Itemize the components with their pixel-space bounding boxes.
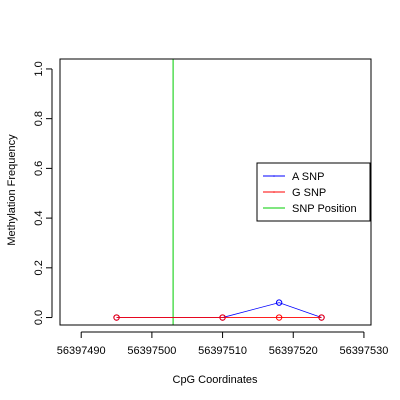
legend-marker bbox=[273, 191, 275, 193]
g-snp-point bbox=[113, 314, 120, 321]
y-tick-label: 0.4 bbox=[33, 210, 45, 225]
plot-frame bbox=[59, 58, 372, 326]
x-tick-label: 56397510 bbox=[198, 345, 247, 357]
g-snp-point bbox=[275, 314, 283, 321]
legend-label: G SNP bbox=[292, 187, 326, 199]
legend-label: A SNP bbox=[292, 171, 324, 183]
y-tick-label: 0.6 bbox=[33, 161, 45, 176]
x-axis-label: CpG Coordinates bbox=[173, 374, 258, 386]
x-tick-label: 56397490 bbox=[57, 345, 106, 357]
g-snp-point bbox=[318, 314, 325, 321]
x-tick-label: 56397500 bbox=[127, 345, 176, 357]
y-tick-label: 0.0 bbox=[33, 310, 45, 325]
g-snp-point bbox=[219, 314, 226, 321]
y-tick-label: 1.0 bbox=[33, 61, 45, 76]
a-snp-point bbox=[275, 299, 283, 306]
axes: 56397490 56397500 56397510 56397520 56397530… bbox=[33, 58, 388, 357]
x-tick-label: 56397520 bbox=[269, 345, 318, 357]
plot-area bbox=[113, 59, 325, 325]
y-axis-label: Methylation Frequency bbox=[6, 134, 18, 246]
legend-marker bbox=[273, 175, 275, 177]
y-tick-label: 0.8 bbox=[33, 111, 45, 126]
x-tick-label: 56397530 bbox=[339, 345, 388, 357]
legend-label: SNP Position bbox=[292, 203, 357, 215]
y-tick-label: 0.2 bbox=[33, 260, 45, 275]
legend: A SNP G SNP SNP Position bbox=[256, 162, 371, 222]
